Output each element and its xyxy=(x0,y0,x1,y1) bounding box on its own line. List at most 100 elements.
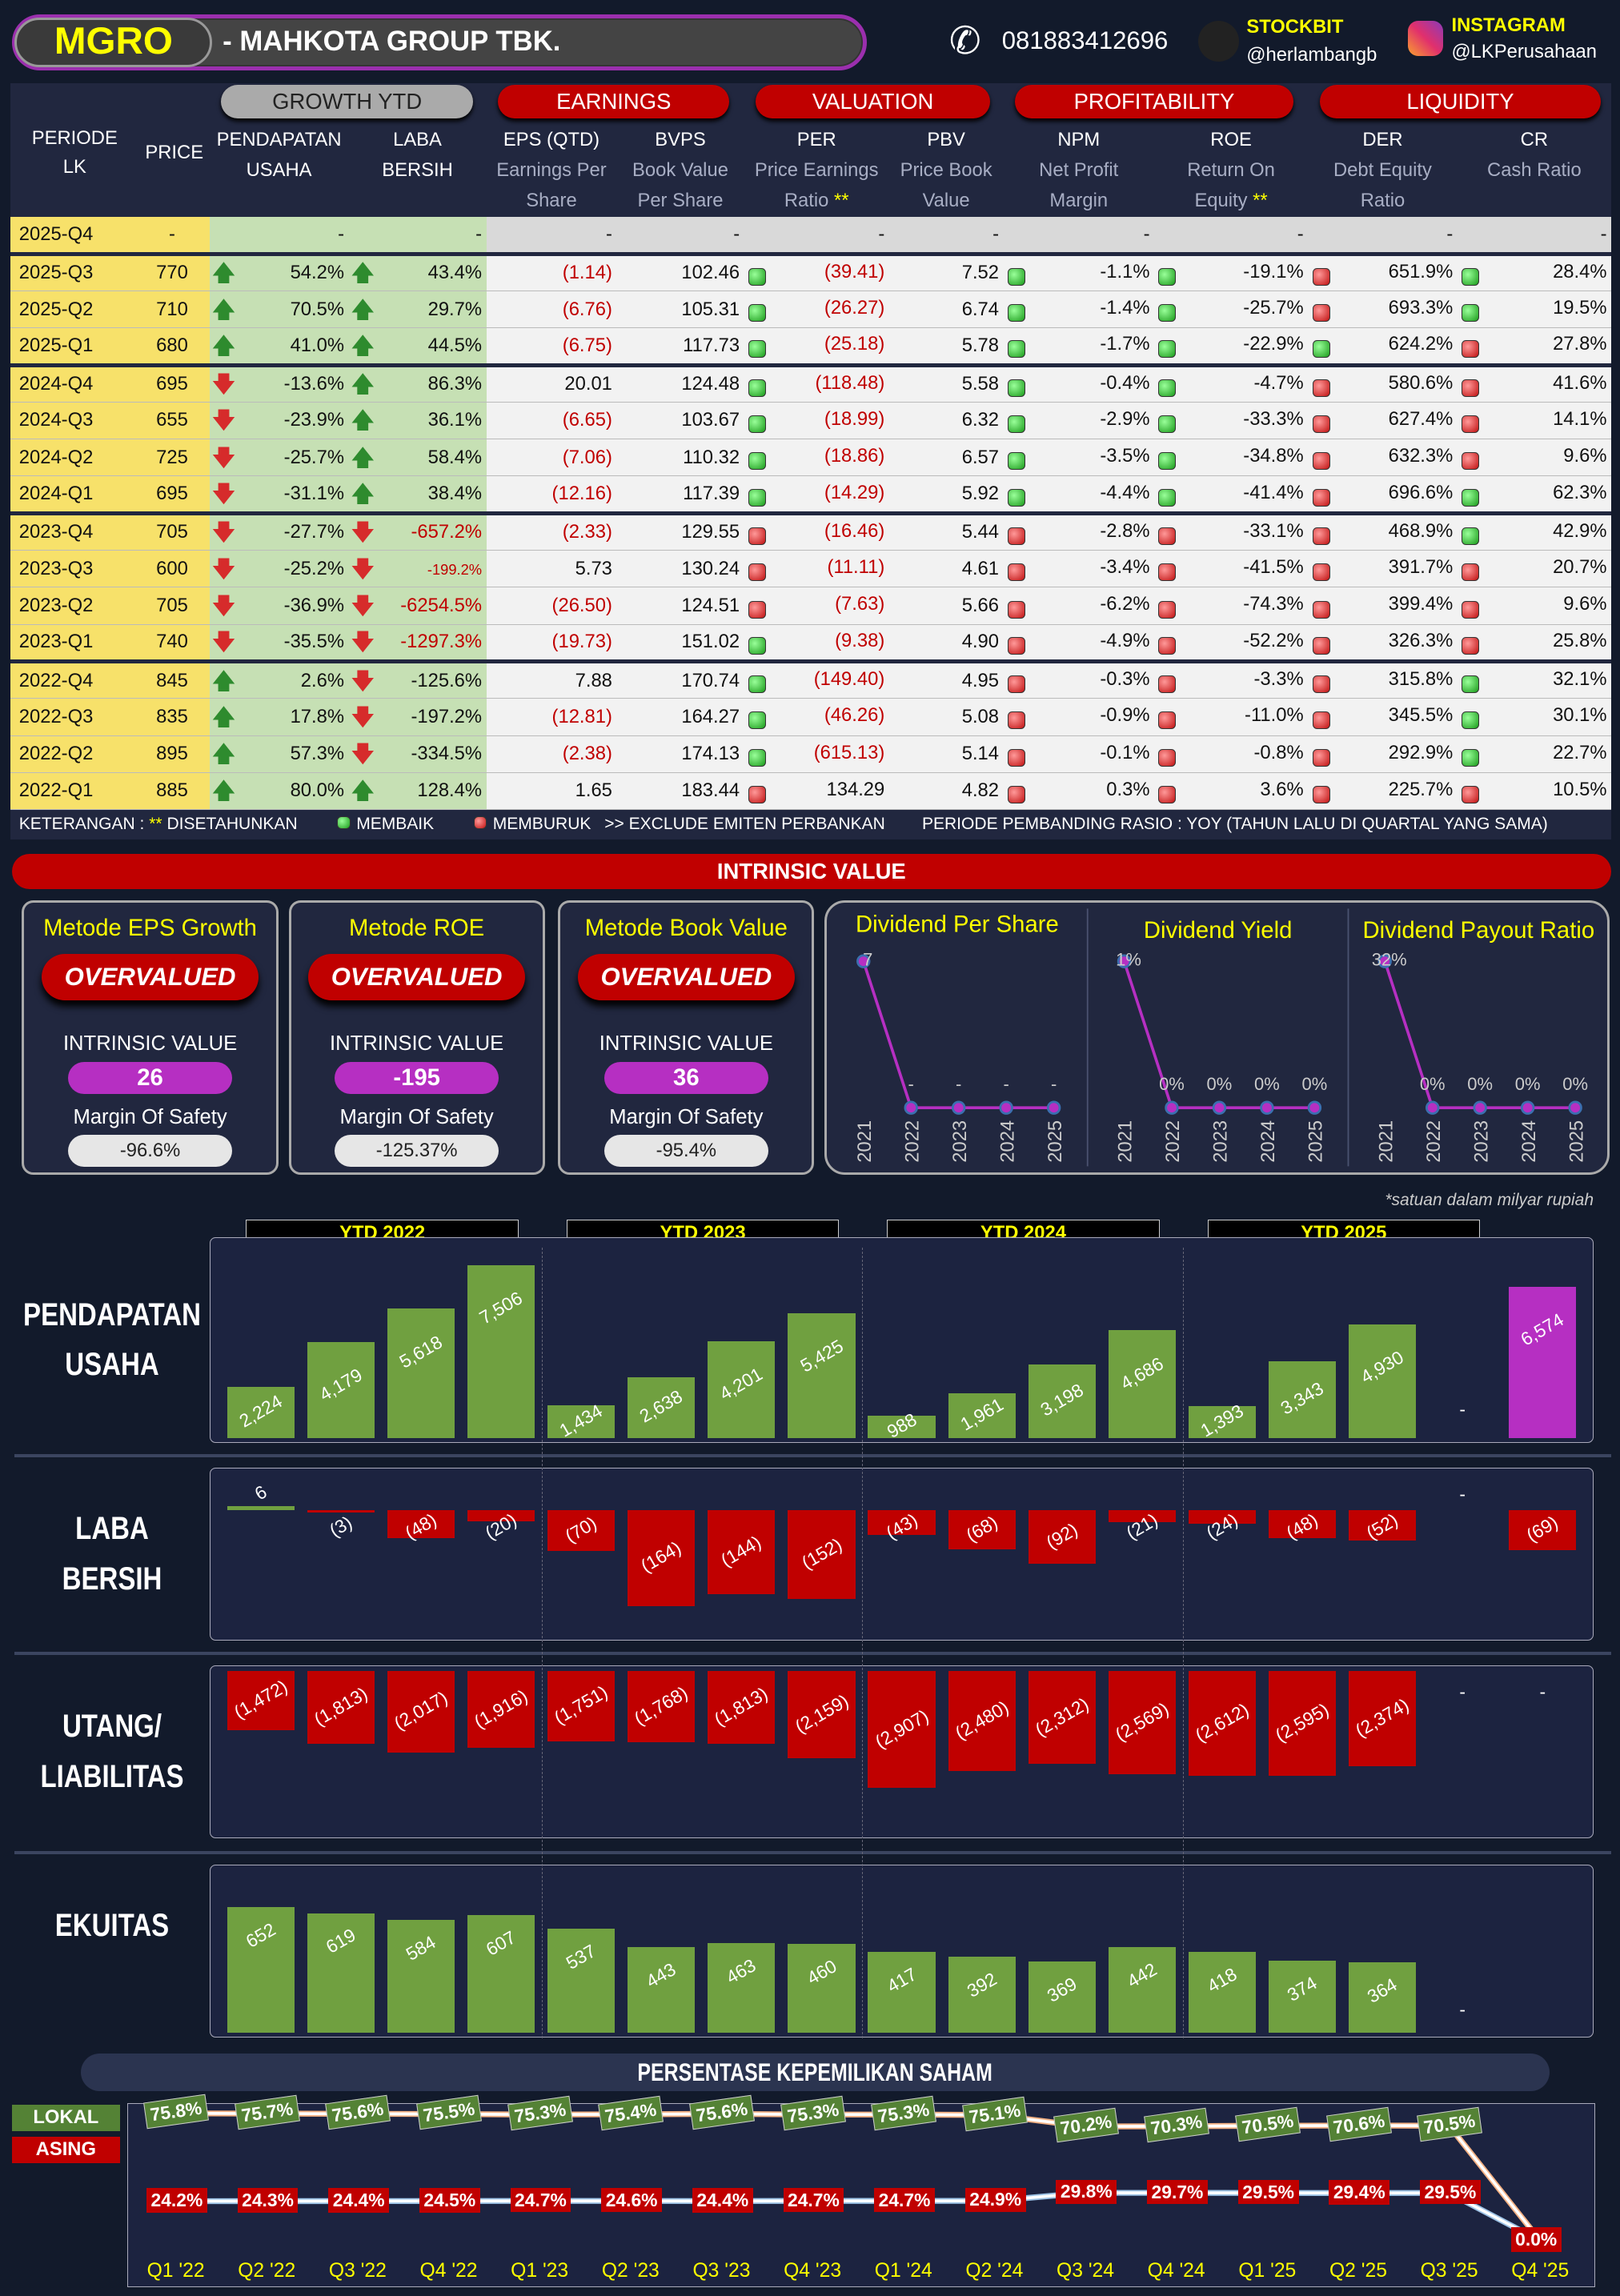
dividend-data-label: - xyxy=(908,1075,914,1095)
cell-pbv: 4.90 xyxy=(888,624,1004,662)
bar xyxy=(868,1671,936,1789)
instagram-handle[interactable]: @LKPerusahaan xyxy=(1451,41,1597,63)
cell-der: 624.2% xyxy=(1308,327,1458,366)
table-row: 2023-Q2 705 🡇 -36.9% 🡇 -6254.5% (26.50) 124.51(… xyxy=(10,587,1611,625)
margin-of-safety-label: Margin Of Safety xyxy=(73,1105,227,1128)
dividend-chart-title: Dividend Yield xyxy=(1144,917,1292,944)
status-good-icon xyxy=(1158,340,1177,359)
cell-price: 885 xyxy=(138,772,210,811)
method-name: Metode ROE xyxy=(349,915,485,942)
quarter-tick-label: Q4 '25 xyxy=(1511,2259,1570,2282)
status-bad-icon xyxy=(1462,415,1480,434)
bar xyxy=(948,1392,1016,1439)
cell-price: 710 xyxy=(138,291,210,329)
dividend-point xyxy=(1213,1100,1227,1116)
quarter-tick-label: Q1 '24 xyxy=(874,2259,932,2282)
cell-pbv: - xyxy=(888,216,1004,254)
dividend-chart-title: Dividend Per Share xyxy=(856,912,1059,938)
bar xyxy=(1349,1509,1417,1541)
membaik-icon xyxy=(337,815,351,829)
arrow-up-icon: 🡅 xyxy=(351,260,375,286)
col-periode: PERIODE xyxy=(31,126,118,149)
cell-roe: -19.1% xyxy=(1153,251,1309,291)
col-pendapatan: PENDAPATAN USAHA xyxy=(216,128,342,181)
status-bad-icon xyxy=(1007,527,1025,545)
bar-row-title: EKUITAS xyxy=(54,1907,170,1944)
cell-price: 655 xyxy=(138,402,210,440)
cell-periode: 2022-Q3 xyxy=(10,698,139,736)
cell-bvps: 124.51 xyxy=(616,587,744,625)
cell-eps: (6.75) xyxy=(486,327,617,366)
dividend-data-label: 0% xyxy=(1515,1075,1541,1095)
arrow-up-icon: 🡅 xyxy=(351,778,375,803)
cell-eps: (7.06) xyxy=(486,439,617,477)
quarter-tick-label: Q4 '22 xyxy=(419,2259,478,2282)
cell-roe: -11.0% xyxy=(1153,698,1309,736)
cell-bvps: 170.74 xyxy=(616,659,744,699)
bar xyxy=(868,1952,936,2034)
status-good-icon xyxy=(1312,340,1330,359)
memburuk-icon xyxy=(473,815,487,829)
status-good-icon xyxy=(1462,267,1480,286)
status-bad-icon xyxy=(748,786,767,803)
status-good-icon xyxy=(748,340,767,359)
table-legend: KETERANGAN : ** DISETAHUNKAN MEMBAIK MEM… xyxy=(10,809,1611,839)
bar-empty-label: - xyxy=(1459,1483,1466,1505)
cell-pendapatan-growth: 🡅 54.2% xyxy=(209,251,349,291)
cell-der: 391.7% xyxy=(1308,550,1458,588)
status-good-icon xyxy=(1158,452,1177,471)
cell-laba-growth: 🡅 58.4% xyxy=(348,439,487,477)
status-good-icon xyxy=(1007,415,1025,434)
cell-cr: 9.6% xyxy=(1457,439,1611,477)
cell-laba-growth: 🡅 36.1% xyxy=(348,402,487,440)
asing-value-label: 29.7% xyxy=(1147,2179,1208,2205)
cell-laba-growth: 🡇 -199.2% xyxy=(348,550,487,588)
cell-pendapatan-growth: - xyxy=(209,216,349,254)
cell-cr: 28.4% xyxy=(1457,251,1611,291)
cell-periode: 2022-Q1 xyxy=(10,772,139,811)
asing-value-label: 29.8% xyxy=(1056,2179,1117,2205)
dividend-point xyxy=(1307,1100,1322,1116)
method-name: Metode Book Value xyxy=(584,915,788,942)
valuation-category: VALUATION xyxy=(756,85,991,119)
arrow-down-icon: 🡇 xyxy=(212,371,235,397)
bar xyxy=(1028,1509,1096,1565)
bar xyxy=(788,1509,856,1599)
table-row: 2025-Q1 680 🡅 41.0% 🡅 44.5% (6.75) 117.73 (25.18… xyxy=(10,327,1611,366)
quarter-tick-label: Q1 '23 xyxy=(511,2259,569,2282)
bar xyxy=(307,1671,375,1745)
valuation-status-badge: OVERVALUED xyxy=(577,953,795,1001)
status-bad-icon xyxy=(1462,636,1480,655)
bar xyxy=(1028,1671,1096,1765)
bar-row-title: LABA BERSIH xyxy=(62,1510,162,1597)
table-row: 2024-Q1 695 🡇 -31.1% 🡅 38.4% (12.16) 117.39 (14.… xyxy=(10,475,1611,514)
arrow-down-icon: 🡇 xyxy=(212,629,235,655)
cell-periode: 2022-Q4 xyxy=(10,659,139,699)
arrow-down-icon: 🡇 xyxy=(351,703,375,729)
arrow-down-icon: 🡇 xyxy=(351,629,375,655)
status-good-icon xyxy=(1007,340,1025,359)
col-npm: NPM Net Profit Margin xyxy=(1039,128,1119,212)
year-tick-label: 2023 xyxy=(1471,1120,1493,1163)
table-row: 2022-Q4 845 🡅 2.6% 🡇 -125.6% 7.88 170.74 (149.40… xyxy=(10,659,1611,699)
cell-pbv: 4.82 xyxy=(888,772,1004,811)
stockbit-handle[interactable]: @herlambangb xyxy=(1246,43,1377,66)
cell-periode: 2025-Q3 xyxy=(10,251,139,291)
cell-der: 292.9% xyxy=(1308,735,1458,773)
cell-bvps: 183.44 xyxy=(616,772,744,811)
bar xyxy=(467,1265,535,1439)
cell-price: 695 xyxy=(138,475,210,514)
bar xyxy=(547,1929,616,2034)
cell-per: (46.26) xyxy=(744,698,889,736)
cell-pendapatan-growth: 🡇 -25.2% xyxy=(209,550,349,588)
ticker-badge: MGRO xyxy=(14,17,213,68)
arrow-up-icon: 🡅 xyxy=(351,481,375,507)
year-tick-label: 2023 xyxy=(1210,1120,1232,1163)
cell-cr: 19.5% xyxy=(1457,291,1611,329)
cell-eps: - xyxy=(486,216,617,254)
quarter-tick-label: Q3 '22 xyxy=(328,2259,387,2282)
bar xyxy=(708,1509,776,1595)
cell-pbv: 4.61 xyxy=(888,550,1004,588)
status-bad-icon xyxy=(1158,711,1177,730)
